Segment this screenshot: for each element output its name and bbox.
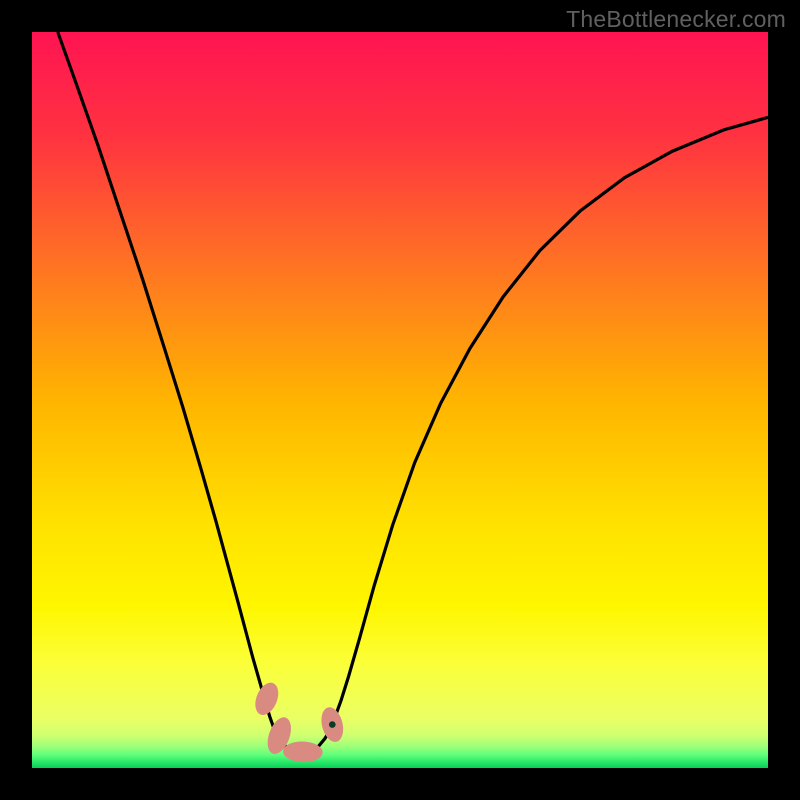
- bottleneck-curve: [58, 32, 768, 753]
- blob-group: [251, 679, 347, 763]
- blob: [251, 679, 283, 718]
- blob: [283, 741, 323, 763]
- chart-frame: [0, 0, 800, 800]
- blob-dot: [329, 721, 336, 728]
- plot-area: [32, 32, 768, 768]
- watermark-text: TheBottlenecker.com: [566, 6, 786, 33]
- curve-layer: [32, 32, 768, 768]
